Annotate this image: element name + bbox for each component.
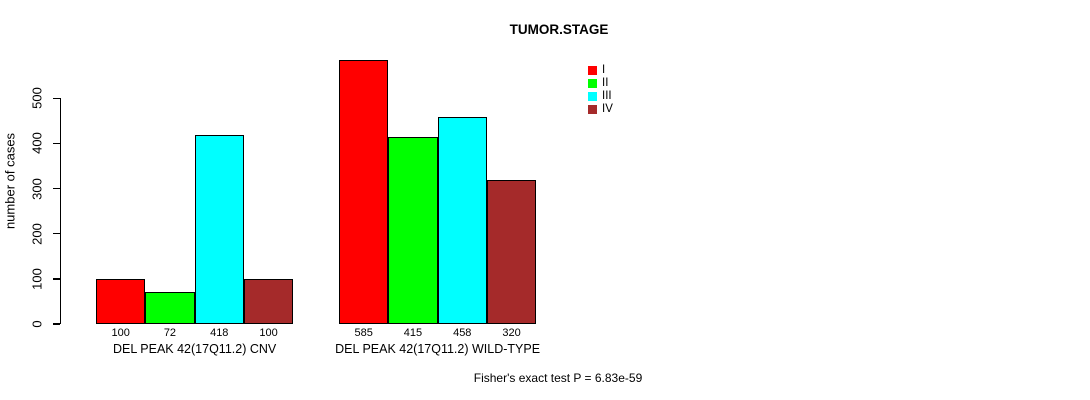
y-axis-tick: [52, 142, 60, 145]
bar-stage-IV-group1: [243, 278, 294, 324]
bar-value-label: 418: [210, 327, 229, 339]
x-axis-group-label: DEL PEAK 42(17Q11.2) WILD-TYPE: [335, 342, 541, 356]
y-axis-tick: [52, 232, 60, 235]
bar-stage-I-group1: [96, 278, 146, 324]
bar-value-label: 100: [259, 327, 278, 339]
y-axis-label: number of cases: [2, 132, 18, 230]
y-axis-tick: [52, 97, 60, 100]
bar-stage-III-group2: [437, 117, 487, 324]
bar-stage-III-group1: [194, 135, 244, 324]
y-axis-tick-label: 200: [29, 222, 45, 245]
legend-label: III: [602, 89, 612, 102]
bar-value-label: 100: [111, 327, 130, 339]
bar-stage-II-group1: [145, 291, 195, 324]
legend-label: II: [602, 76, 609, 89]
y-axis-tick-label: 500: [29, 87, 45, 110]
bar-value-label: 72: [163, 327, 177, 339]
y-axis-tick-label: 100: [29, 268, 45, 290]
y-axis-tick-label: 400: [29, 132, 45, 155]
bar-value-label: 415: [403, 327, 423, 339]
legend-swatch-II: [588, 79, 597, 88]
legend-item-IV: IV: [588, 103, 613, 116]
legend-label: IV: [602, 102, 613, 115]
legend-swatch-III: [588, 92, 597, 101]
y-axis-tick: [52, 323, 60, 325]
legend-item-I: I: [588, 64, 613, 77]
chart-title: TUMOR.STAGE: [509, 22, 609, 37]
legend-item-III: III: [588, 90, 613, 103]
y-axis-tick-label: 0: [29, 320, 45, 328]
bar-value-label: 320: [502, 327, 521, 339]
legend-swatch-IV: [588, 105, 597, 114]
legend-label: I: [602, 63, 606, 76]
bar-stage-IV-group2: [486, 179, 537, 324]
legend-swatch-I: [588, 66, 597, 75]
x-axis-group-label: DEL PEAK 42(17Q11.2) CNV: [112, 342, 277, 356]
legend-item-II: II: [588, 77, 613, 90]
bar-value-label: 585: [354, 327, 373, 339]
bar-stage-I-group2: [339, 59, 389, 324]
bar-value-label: 458: [453, 327, 472, 339]
fisher-test-annotation: Fisher's exact test P = 6.83e-59: [473, 371, 643, 385]
legend: I II III IV: [588, 64, 613, 116]
y-axis-tick: [52, 187, 60, 190]
y-axis-line: [59, 98, 61, 324]
bar-stage-II-group2: [388, 136, 438, 324]
y-axis-tick-label: 300: [29, 177, 45, 200]
y-axis-tick: [52, 278, 60, 280]
